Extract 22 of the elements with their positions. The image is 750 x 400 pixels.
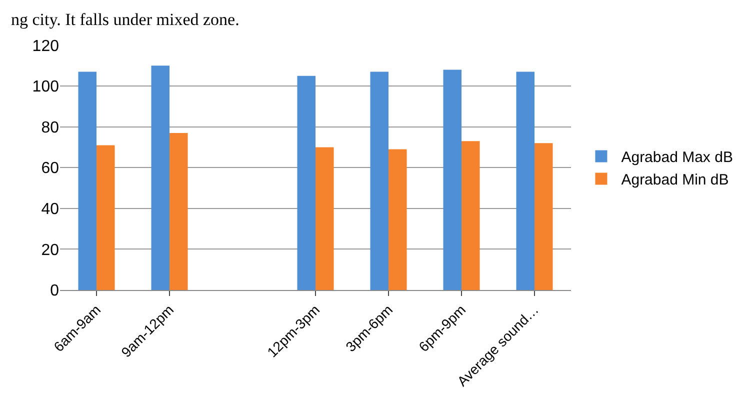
bar bbox=[516, 72, 534, 290]
y-tick-label: 20 bbox=[41, 242, 60, 259]
bar bbox=[388, 149, 407, 290]
bar bbox=[534, 143, 553, 290]
y-tick-label: 60 bbox=[41, 160, 60, 178]
y-tick-label: 40 bbox=[41, 201, 60, 218]
legend-label: Agrabad Max dB bbox=[621, 149, 733, 166]
bar bbox=[443, 70, 462, 290]
bar bbox=[316, 147, 334, 290]
text: ng city. It falls under mixed zone. bbox=[11, 10, 240, 29]
bar bbox=[297, 76, 316, 290]
bar bbox=[170, 132, 188, 290]
bar bbox=[78, 72, 96, 290]
bar bbox=[462, 141, 480, 290]
bar bbox=[96, 145, 115, 290]
y-tick-label: 0 bbox=[50, 282, 60, 300]
bar bbox=[370, 72, 388, 290]
y-tick-label: 100 bbox=[32, 78, 60, 96]
bar bbox=[151, 66, 170, 290]
y-tick-label: 120 bbox=[32, 38, 60, 55]
legend-label: Agrabad Min dB bbox=[621, 172, 729, 189]
y-tick-label: 80 bbox=[41, 119, 60, 136]
